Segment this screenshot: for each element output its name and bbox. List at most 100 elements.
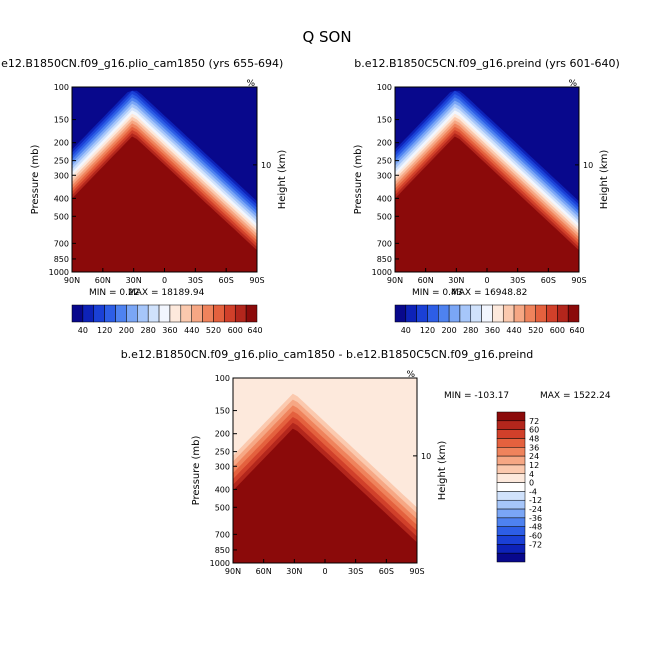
max-label: MAX = 1522.24 xyxy=(540,391,611,401)
colorbar-label: -12 xyxy=(529,496,542,505)
colorbar-label: -4 xyxy=(529,487,537,496)
y-tick-label: 300 xyxy=(54,171,69,180)
x-tick-label: 60S xyxy=(541,276,556,285)
y-tick-label: 200 xyxy=(54,139,69,148)
colorbar-swatch xyxy=(546,304,558,323)
min-label: MIN = 0.43 xyxy=(412,288,462,298)
colorbar-label: 280 xyxy=(463,326,478,335)
colorbar-swatch xyxy=(496,482,526,492)
height-tick-label: 10 xyxy=(583,161,593,170)
colorbar-swatch xyxy=(180,304,192,323)
x-tick-label: 30S xyxy=(348,567,363,576)
panel-1: 90N 60N 30N 0 30S 60S 90S 100 150 200 250 300 400 500… xyxy=(0,57,288,335)
colorbar-swatch xyxy=(191,304,203,323)
colorbar-swatch xyxy=(496,473,526,483)
colorbar-label: 36 xyxy=(529,443,539,452)
y-tick-label: 300 xyxy=(215,462,230,471)
y-tick-label: 1000 xyxy=(372,268,392,277)
corner-mark: % xyxy=(568,79,577,89)
colorbar-swatch xyxy=(496,455,526,466)
colorbar-swatch xyxy=(104,304,116,323)
y-axis-title: Pressure (mb) xyxy=(191,436,202,506)
colorbar-label: 48 xyxy=(529,434,539,443)
colorbar-swatch xyxy=(115,304,127,323)
y-tick-label: 850 xyxy=(215,546,230,555)
y-tick-label: 700 xyxy=(215,530,230,539)
colorbar-label: 200 xyxy=(441,326,456,335)
colorbar-swatch xyxy=(492,304,504,323)
colorbar-label: -48 xyxy=(529,523,542,532)
colorbar-swatch xyxy=(496,535,526,545)
panel-title: b.e12.B1850CN.f09_g16.plio_cam1850 - b.e… xyxy=(121,348,534,361)
colorbar-swatch xyxy=(427,304,439,323)
colorbar-swatch xyxy=(496,420,526,430)
right-axis-title: Height (km) xyxy=(599,150,610,210)
colorbar-label: 200 xyxy=(119,326,134,335)
y-tick-label: 300 xyxy=(377,171,392,180)
x-tick-label: 30S xyxy=(510,276,525,285)
right-axis-title: Height (km) xyxy=(437,441,448,501)
corner-mark: % xyxy=(406,370,415,380)
colorbar-label: 280 xyxy=(141,326,156,335)
colorbar-swatch xyxy=(496,447,526,457)
x-tick-label: 60N xyxy=(418,276,434,285)
y-axis-title: Pressure (mb) xyxy=(353,145,364,215)
y-tick-label: 400 xyxy=(377,194,392,203)
colorbar-swatch xyxy=(470,304,482,323)
y-tick-label: 250 xyxy=(54,157,69,166)
x-tick-label: 90N xyxy=(225,567,241,576)
max-label: MAX = 18189.94 xyxy=(128,288,205,298)
colorbar-swatch xyxy=(557,304,569,323)
field-band xyxy=(395,136,579,272)
colorbar-swatch xyxy=(535,304,547,323)
x-tick-label: 90S xyxy=(571,276,586,285)
colorbar-label: 600 xyxy=(550,326,565,335)
colorbar-swatch xyxy=(513,304,526,323)
colorbar-swatch xyxy=(496,526,526,536)
colorbar-swatch xyxy=(459,304,472,323)
colorbar-label: -72 xyxy=(529,540,542,549)
colorbar-swatch xyxy=(137,304,149,323)
max-label: MAX = 16948.82 xyxy=(451,288,527,298)
colorbar-swatch xyxy=(126,304,138,323)
x-tick-label: 0 xyxy=(162,276,167,285)
height-tick-label: 10 xyxy=(261,161,271,170)
colorbar-label: 600 xyxy=(228,326,243,335)
colorbar-swatch xyxy=(147,304,160,323)
colorbar-label: 640 xyxy=(247,326,262,335)
colorbar-label: 440 xyxy=(506,326,521,335)
colorbar-swatch xyxy=(496,517,526,527)
colorbar-swatch xyxy=(71,304,84,323)
colorbar-swatch xyxy=(496,491,526,501)
main-title: Q SON xyxy=(302,28,351,46)
colorbar-swatch xyxy=(448,304,461,323)
y-tick-label: 500 xyxy=(215,503,230,512)
colorbar-label: -36 xyxy=(529,514,542,523)
colorbar-swatch xyxy=(82,304,95,323)
panel-title: b.e12.B1850CN.f09_g16.plio_cam1850 (yrs … xyxy=(0,57,283,70)
colorbar-swatch xyxy=(93,304,105,323)
colorbar-swatch xyxy=(245,304,258,323)
colorbar-swatch xyxy=(496,544,526,554)
y-tick-label: 700 xyxy=(377,239,392,248)
y-tick-label: 250 xyxy=(377,157,392,166)
colorbar-swatch xyxy=(496,411,526,422)
field-band xyxy=(233,428,417,563)
panel-3: 90N 60N 30N 0 30S 60S 90S100150200250300400500… xyxy=(121,348,611,576)
field-layer-2 xyxy=(395,87,579,272)
height-tick-label: 10 xyxy=(421,452,431,461)
x-tick-label: 90N xyxy=(387,276,403,285)
field-band xyxy=(72,136,257,272)
colorbar-swatch xyxy=(202,304,214,323)
x-tick-label: 30N xyxy=(286,567,302,576)
colorbar-swatch xyxy=(213,304,225,323)
y-tick-label: 1000 xyxy=(210,559,230,568)
x-tick-label: 60N xyxy=(256,567,272,576)
colorbar-label: 120 xyxy=(97,326,112,335)
x-tick-label: 30S xyxy=(188,276,203,285)
y-tick-label: 250 xyxy=(215,448,230,457)
colorbar-label: 0 xyxy=(529,479,534,488)
corner-mark: % xyxy=(246,79,255,89)
colorbar-label: -60 xyxy=(529,532,542,541)
